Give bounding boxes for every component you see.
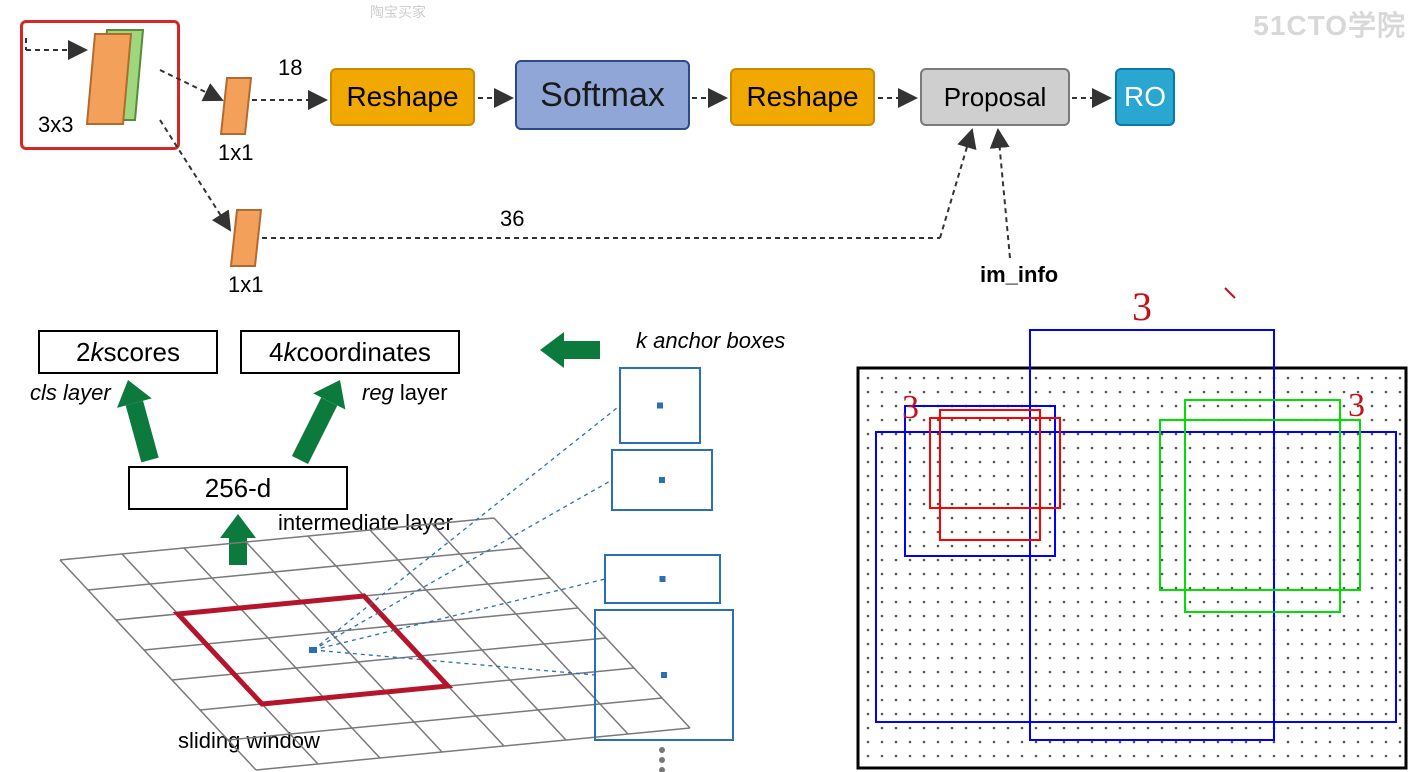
svg-text:3: 3 (902, 389, 919, 426)
svg-text:3: 3 (1132, 284, 1152, 329)
svg-text:3: 3 (1348, 387, 1365, 424)
diagram-canvas: 3 3 3 (0, 0, 1412, 772)
